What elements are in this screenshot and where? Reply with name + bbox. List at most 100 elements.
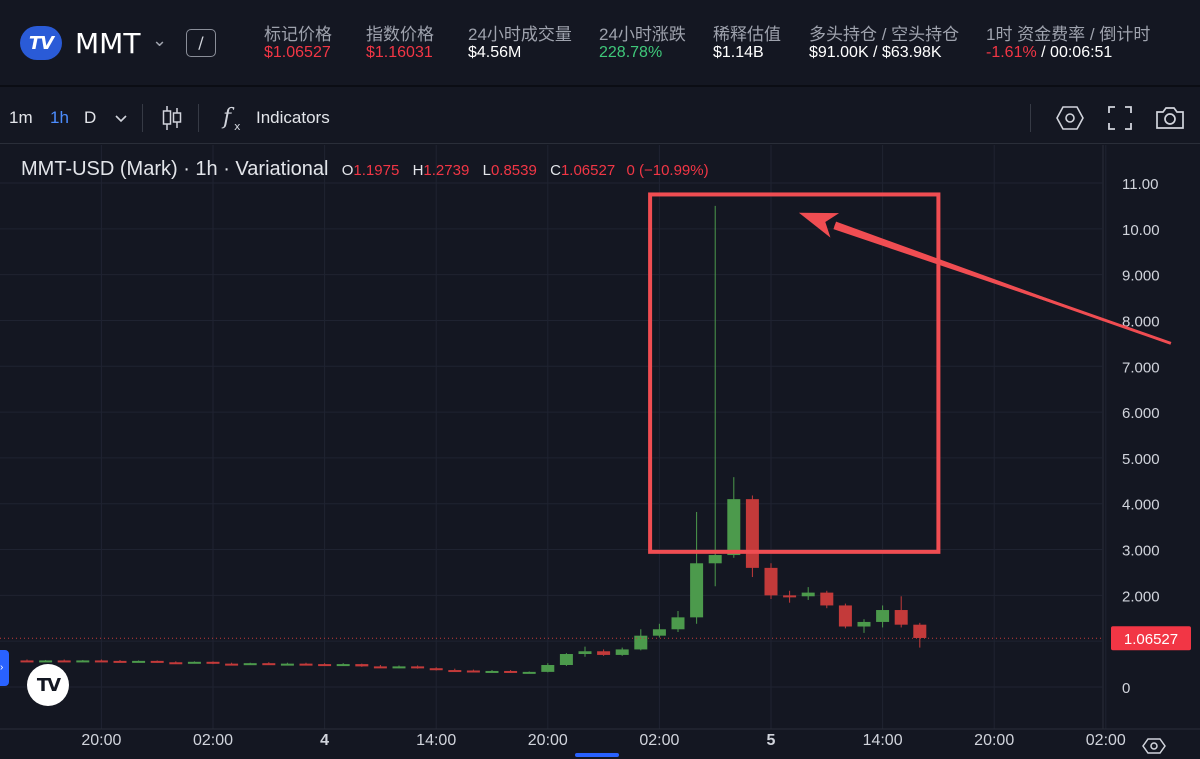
- chevron-down-icon[interactable]: ⌄: [152, 30, 168, 50]
- candle-body: [876, 610, 890, 622]
- candle-up: [243, 662, 257, 666]
- time-tick-label: 02:00: [639, 732, 679, 749]
- annotation-layer: 1.06527: [0, 192, 1191, 651]
- candle-body: [783, 595, 797, 598]
- time-tick-label: 02:00: [193, 732, 233, 749]
- chart-grid: [0, 145, 1200, 730]
- time-tick-label: 4: [320, 732, 329, 749]
- candle-body: [262, 663, 276, 666]
- legend-title: MMT-USD (Mark) · 1h · Variational: [21, 158, 329, 180]
- price-tick-label: 11.00: [1122, 176, 1158, 193]
- slash-button[interactable]: /: [186, 29, 216, 57]
- market-symbol[interactable]: MMT: [75, 27, 141, 60]
- candle-up: [76, 659, 90, 663]
- candle-body: [578, 651, 592, 655]
- candle-body: [392, 666, 406, 669]
- funding-countdown: 00:06:51: [1050, 44, 1113, 61]
- stat-open-interest: 多头持仓 / 空头持仓 $91.00K / $63.98K: [809, 20, 959, 62]
- candle-up: [522, 671, 536, 674]
- fullscreen-icon[interactable]: [1107, 105, 1133, 131]
- candle-down: [913, 622, 927, 648]
- left-panel-toggle[interactable]: ›: [0, 650, 9, 686]
- candle-down: [429, 667, 443, 671]
- time-axis: 20:00 02:00 4 14:00 20:00 02:00 5 14:00 20:00 02:…: [81, 732, 1166, 754]
- interval-1m[interactable]: 1m: [9, 108, 33, 127]
- chart-legend: MMT-USD (Mark) · 1h · Variational O1.197…: [21, 158, 709, 181]
- legend-close: 1.06527: [560, 162, 616, 179]
- candle-body: [522, 671, 536, 674]
- candle-down: [262, 662, 276, 666]
- candle-body: [615, 649, 629, 655]
- scroll-handle[interactable]: [575, 753, 619, 757]
- stat-mark-price: 标记价格 $1.06527: [264, 20, 332, 62]
- candle-body: [94, 660, 108, 663]
- candle-up: [652, 623, 666, 638]
- candle-body: [132, 660, 146, 663]
- candle-body: [671, 617, 685, 630]
- price-tick-label: 0: [1122, 680, 1130, 697]
- candle-up: [578, 646, 592, 657]
- candle-up: [690, 511, 704, 624]
- candle-body: [355, 664, 369, 667]
- annotation-arrow-taper: [833, 221, 1171, 344]
- price-tick-label: 6.000: [1122, 405, 1160, 422]
- candle-down: [299, 662, 313, 666]
- candle-down: [838, 603, 852, 629]
- indicators-button[interactable]: Indicators: [256, 108, 330, 127]
- axis-settings-icon-center: [1150, 742, 1158, 750]
- stat-value: $1.16031: [366, 44, 433, 61]
- candle-down: [318, 663, 332, 667]
- interval-d[interactable]: D: [84, 108, 97, 127]
- svg-text:x: x: [234, 120, 241, 133]
- interval-chevron-down-icon[interactable]: [113, 112, 129, 126]
- stat-label: 稀释估值: [713, 25, 781, 44]
- stat-value: $91.00K / $63.98K: [809, 44, 942, 61]
- candle-body: [429, 668, 443, 671]
- price-tick-label: 4.000: [1122, 497, 1160, 514]
- interval-1h[interactable]: 1h: [50, 108, 69, 127]
- candle-body: [169, 662, 183, 665]
- candle-body: [411, 666, 425, 669]
- candle-up: [280, 662, 294, 666]
- candle-body: [373, 666, 387, 669]
- candle-body: [187, 661, 201, 664]
- tradingview-logo-icon[interactable]: TV: [27, 664, 69, 706]
- candle-up: [801, 587, 815, 600]
- candle-down: [504, 670, 518, 673]
- camera-icon[interactable]: [1154, 104, 1186, 132]
- candle-body: [76, 660, 90, 663]
- time-tick-label: 14:00: [416, 732, 456, 749]
- hexagon-settings-icon[interactable]: [1055, 104, 1085, 132]
- stat-funding-rate: 1时 资金费率 / 倒计时 -1.61% / 00:06:51: [986, 20, 1150, 62]
- candle-down: [448, 668, 462, 673]
- candle-body: [485, 670, 499, 673]
- candle-up: [671, 610, 685, 633]
- time-tick-label: 5: [767, 732, 776, 749]
- candle-body: [652, 629, 666, 636]
- price-tick-label: 5.000: [1122, 451, 1160, 468]
- candle-down: [745, 495, 759, 578]
- price-tick-label: 2.000: [1122, 588, 1160, 605]
- candle-body: [745, 499, 759, 568]
- candle-body: [299, 663, 313, 666]
- stat-label: 1时 资金费率 / 倒计时: [986, 25, 1151, 44]
- candle-down: [783, 590, 797, 603]
- candle-down: [20, 659, 34, 663]
- candle-series: [20, 205, 927, 674]
- chart-toolbar: 1m 1h D f x Indicators: [0, 92, 1200, 144]
- candle-up: [392, 665, 406, 669]
- legend-open-label: O: [341, 162, 354, 179]
- candlestick-icon[interactable]: [160, 104, 184, 132]
- stat-label: 24小时成交量: [468, 25, 572, 44]
- price-tick-label: 7.000: [1122, 359, 1160, 376]
- fx-icon[interactable]: f x: [220, 102, 248, 134]
- candle-body: [466, 670, 480, 673]
- value-separator: /: [1036, 44, 1051, 61]
- price-tick-label: 10.00: [1122, 222, 1160, 239]
- candle-down: [225, 662, 239, 666]
- stat-value: $4.56M: [468, 44, 522, 61]
- candle-up: [187, 661, 201, 664]
- candle-body: [838, 605, 852, 627]
- candlestick-chart[interactable]: 01.0002.0003.0004.0005.0006.0007.0008.00…: [0, 145, 1200, 759]
- candle-down: [169, 661, 183, 665]
